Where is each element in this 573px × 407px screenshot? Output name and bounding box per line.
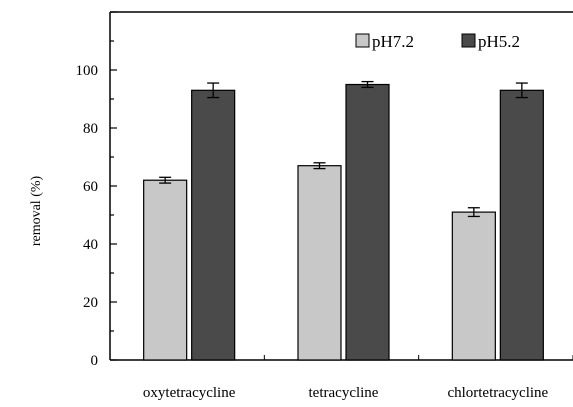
x-category-label: oxytetracycline — [143, 385, 236, 401]
bar-pH52-tetracycline — [345, 83, 390, 361]
x-category-label: tetracycline — [309, 385, 379, 401]
bar-pH72-tetracycline — [297, 165, 342, 361]
x-axis: oxytetracycline tetracycline chlortetracyc… — [109, 355, 573, 401]
bar-pH52-chlortetracycline — [499, 89, 544, 361]
legend-swatch — [355, 33, 370, 48]
y-tick-label: 60 — [83, 179, 98, 195]
y-axis: 0 20 40 60 80 100 — [76, 11, 117, 369]
bar-pH72-oxytetracycline — [143, 179, 188, 361]
y-tick-label: 100 — [76, 63, 99, 79]
x-category-label: chlortetracycline — [447, 385, 548, 401]
y-tick-label: 80 — [83, 121, 98, 137]
legend-swatch — [461, 33, 476, 48]
legend-label: pH7.2 — [372, 32, 414, 51]
y-tick-label: 20 — [83, 295, 98, 311]
error-bars — [159, 80, 528, 218]
bar-pH72-chlortetracycline — [451, 211, 496, 361]
y-tick-label: 40 — [83, 237, 98, 253]
bar-pH52-oxytetracycline — [191, 89, 236, 361]
bars — [143, 83, 544, 361]
y-axis-label: removal (%) — [29, 175, 44, 246]
y-tick-label: 0 — [91, 353, 99, 369]
legend: pH7.2 pH5.2 — [355, 32, 520, 51]
legend-label: pH5.2 — [478, 32, 520, 51]
